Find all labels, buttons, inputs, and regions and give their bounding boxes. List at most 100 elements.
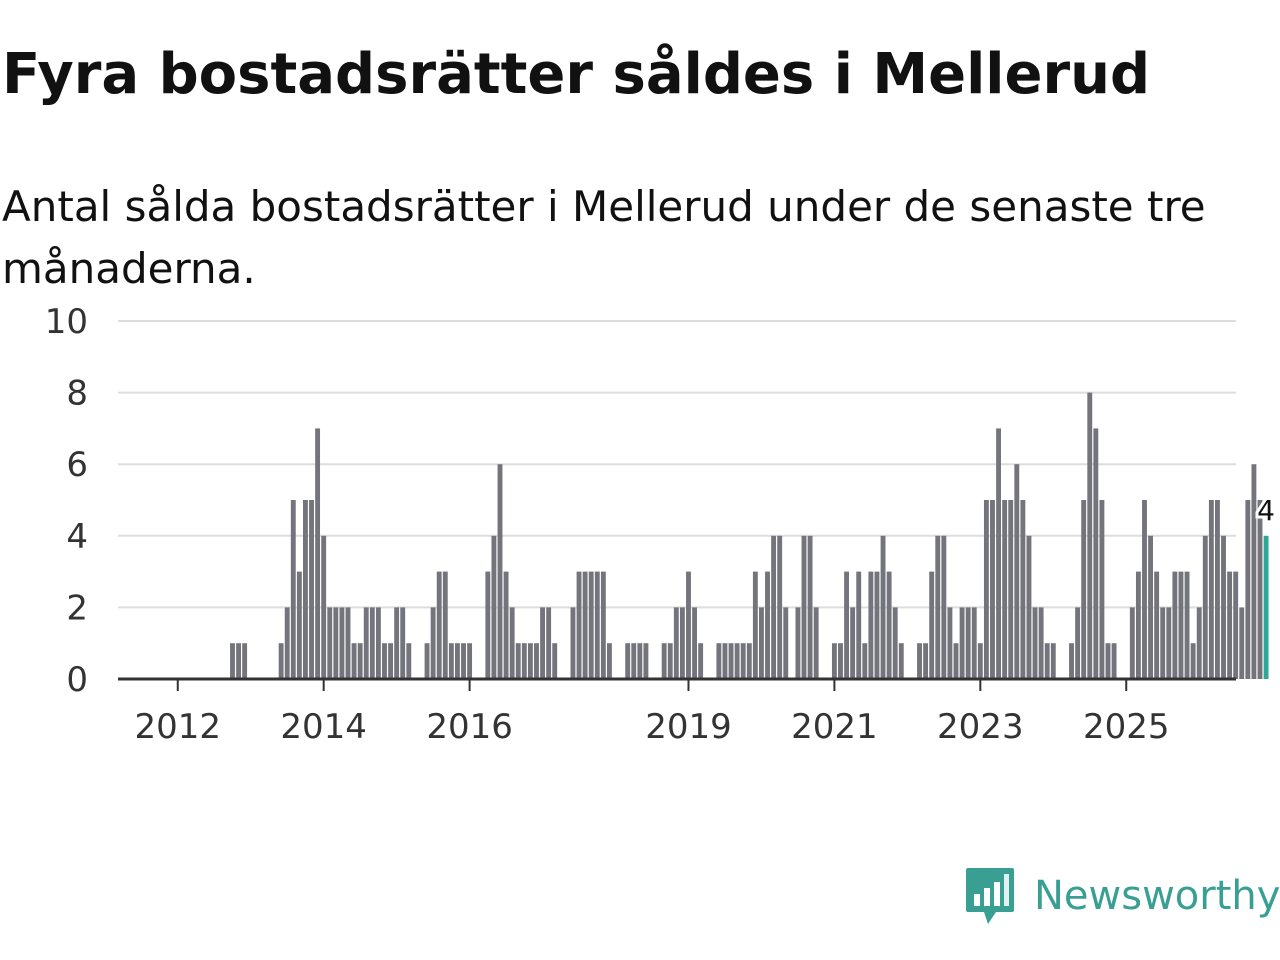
bar xyxy=(686,571,691,679)
bar xyxy=(1221,535,1226,679)
x-tick-label: 2016 xyxy=(426,707,513,747)
bar xyxy=(424,643,430,679)
bar xyxy=(996,428,1001,679)
bar xyxy=(740,643,746,679)
highlighted-bar xyxy=(1263,535,1269,679)
x-tick-label: 2023 xyxy=(937,707,1024,747)
bar xyxy=(400,607,406,679)
bar xyxy=(1032,607,1038,679)
bar xyxy=(236,643,241,679)
bar xyxy=(552,643,558,679)
bar xyxy=(801,535,807,679)
bar xyxy=(1026,535,1032,679)
bar xyxy=(607,643,612,679)
bar xyxy=(388,643,393,679)
bar xyxy=(1208,500,1214,679)
y-tick-label: 10 xyxy=(45,302,88,342)
bar xyxy=(242,643,248,679)
chart-title: Fyra bostadsrätter såldes i Mellerud xyxy=(2,42,1151,107)
bar xyxy=(1190,643,1196,679)
logo-text: Newsworthy xyxy=(1034,873,1280,919)
bar xyxy=(448,643,454,679)
bar xyxy=(436,571,442,679)
bar xyxy=(831,643,837,679)
bar xyxy=(1087,392,1093,679)
bar xyxy=(722,643,728,679)
bar xyxy=(540,607,545,679)
bar xyxy=(716,643,722,679)
bar xyxy=(1233,571,1239,679)
bar xyxy=(1093,428,1099,679)
bar xyxy=(1160,607,1166,679)
bar xyxy=(1196,607,1202,679)
bar xyxy=(631,643,637,679)
bar xyxy=(570,607,576,679)
bar xyxy=(1044,643,1050,679)
bar xyxy=(947,607,953,679)
bar xyxy=(491,535,497,679)
y-tick-label: 8 xyxy=(66,374,88,414)
bar xyxy=(1050,643,1056,679)
bar xyxy=(485,571,491,679)
bar xyxy=(382,643,387,679)
bar xyxy=(1166,607,1172,679)
bar xyxy=(296,571,302,679)
bar xyxy=(1014,464,1020,679)
bar xyxy=(959,607,965,679)
bar xyxy=(935,535,941,679)
bar xyxy=(953,643,959,679)
bar xyxy=(752,571,758,679)
bar xyxy=(1105,643,1111,679)
bar xyxy=(637,643,643,679)
bar xyxy=(643,643,649,679)
bar xyxy=(321,535,327,679)
bar xyxy=(929,571,935,679)
bar xyxy=(874,571,880,679)
bar xyxy=(467,643,473,679)
bar xyxy=(576,571,582,679)
bar-chart: 0 2 4 6 8 10 2012 2014 2016 2019 2021 2023 2025 4 xyxy=(45,302,1278,747)
bar xyxy=(230,643,235,679)
bar xyxy=(977,643,983,679)
bar xyxy=(1099,500,1105,679)
bar xyxy=(765,571,770,679)
bar xyxy=(759,607,764,679)
bar xyxy=(1020,500,1026,679)
bar xyxy=(333,607,339,679)
y-tick-label: 0 xyxy=(66,660,88,700)
bar xyxy=(455,643,460,679)
bar xyxy=(771,535,777,679)
bar xyxy=(394,607,400,679)
bar xyxy=(1202,535,1208,679)
bar xyxy=(923,643,929,679)
highlight-value-label: 4 xyxy=(1257,494,1275,527)
bar xyxy=(679,607,685,679)
bar xyxy=(965,607,971,679)
bar xyxy=(886,571,892,679)
bar xyxy=(880,535,886,679)
bar xyxy=(363,607,369,679)
bar xyxy=(600,571,606,679)
bar xyxy=(582,571,588,679)
bar xyxy=(917,643,922,679)
bar xyxy=(783,607,789,679)
bar xyxy=(327,607,333,679)
x-tick-label: 2021 xyxy=(791,707,878,747)
bar xyxy=(777,535,783,679)
bar xyxy=(898,643,904,679)
bar xyxy=(983,500,989,679)
bar xyxy=(844,571,849,679)
y-tick-label: 2 xyxy=(66,588,88,628)
bar xyxy=(406,643,412,679)
bar xyxy=(503,571,509,679)
x-tick-label: 2025 xyxy=(1083,707,1170,747)
chart-subtitle: Antal sålda bostadsrätter i Mellerud und… xyxy=(2,182,1206,293)
grid-lines xyxy=(118,320,1236,609)
bar xyxy=(868,571,874,679)
bar xyxy=(1111,643,1117,679)
bar xyxy=(303,500,308,679)
bar xyxy=(813,607,819,679)
bar xyxy=(862,643,868,679)
bars xyxy=(230,392,1269,679)
x-tick-label: 2012 xyxy=(134,707,221,747)
